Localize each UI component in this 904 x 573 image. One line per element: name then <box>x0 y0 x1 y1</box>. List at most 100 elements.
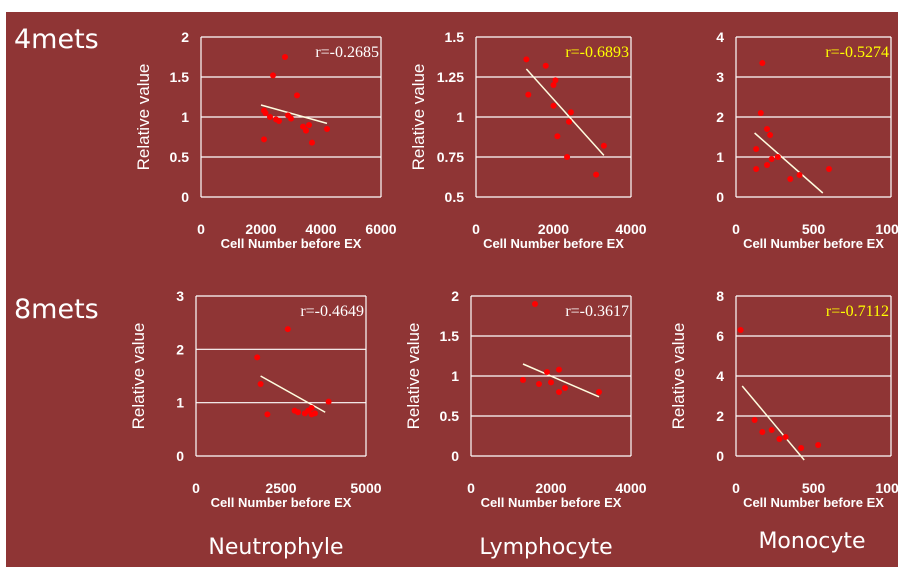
8mets-monocyte-xtick-label: 0 <box>732 480 740 496</box>
8mets-lymphocyte-data-point <box>562 385 568 391</box>
4mets-monocyte-data-point <box>774 154 781 160</box>
4mets-neutrophyle-data-point <box>324 126 330 132</box>
8mets-neutrophyle-ylabel: Relative value <box>129 323 148 430</box>
8mets-monocyte-data-point <box>782 434 789 440</box>
4mets-neutrophyle-xtick-label: 0 <box>197 221 205 237</box>
8mets-neutrophyle-ytick-label: 2 <box>176 341 184 357</box>
8mets-neutrophyle-xtick-label: 0 <box>192 480 200 496</box>
8mets-lymphocyte-ylabel: Relative value <box>404 323 423 430</box>
4mets-neutrophyle-data-point <box>262 110 269 116</box>
8mets-monocyte-trend-line <box>741 385 805 461</box>
4mets-monocyte-data-point <box>826 166 832 172</box>
4mets-lymphocyte-data-point <box>550 82 557 88</box>
8mets-monocyte-ylabel: Relative value <box>669 323 688 430</box>
4mets-lymphocyte-xtick-label: 0 <box>472 221 480 237</box>
4mets-monocyte-xlabel: Cell Number before EX <box>743 236 884 251</box>
8mets-neutrophyle-r-value: r=-0.4649 <box>300 303 364 320</box>
4mets-neutrophyle-ytick-label: 2 <box>181 29 189 45</box>
4mets-monocyte-xtick-label: 1000 <box>875 221 898 237</box>
4mets-neutrophyle-data-point <box>288 115 294 122</box>
4mets-monocyte-ytick-label: 2 <box>716 109 724 125</box>
4mets-monocyte-ytick-label: 4 <box>716 29 724 45</box>
4mets-lymphocyte-data-point <box>552 77 559 84</box>
8mets-neutrophyle-ytick-label: 0 <box>176 448 184 464</box>
4mets-neutrophyle-data-point <box>267 114 273 120</box>
4mets-monocyte-data-point <box>768 156 775 162</box>
4mets-lymphocyte-data-point <box>523 56 530 63</box>
4mets-neutrophyle-data-point <box>306 122 312 128</box>
4mets-lymphocyte-ytick-label: 1.25 <box>437 69 464 85</box>
8mets-neutrophyle-data-point <box>264 411 271 418</box>
4mets-lymphocyte-data-point <box>564 154 571 160</box>
8mets-neutrophyle-data-point <box>325 398 332 405</box>
4mets-lymphocyte-xtick-label: 4000 <box>615 221 646 237</box>
4mets-lymphocyte-data-point <box>593 171 600 178</box>
8mets-monocyte-xtick-label: 500 <box>802 480 826 496</box>
8mets-neutrophyle-xtick-label: 2500 <box>265 480 296 496</box>
8mets-monocyte-ytick-label: 4 <box>716 368 724 384</box>
4mets-lymphocyte-data-point <box>550 102 557 109</box>
8mets-lymphocyte-data-point <box>556 389 562 395</box>
4mets-neutrophyle-r-value: r=-0.2685 <box>315 44 379 61</box>
4mets-lymphocyte-ylabel: Relative value <box>409 64 428 171</box>
8mets-neutrophyle-xlabel: Cell Number before EX <box>211 495 352 510</box>
4mets-neutrophyle-xtick-label: 4000 <box>305 221 336 237</box>
4mets-monocyte-ytick-label: 0 <box>716 189 724 205</box>
4mets-monocyte-data-point <box>764 126 770 132</box>
8mets-lymphocyte-data-point <box>536 381 542 387</box>
8mets-monocyte-data-point <box>759 429 766 435</box>
4mets-monocyte-xtick-label: 0 <box>732 221 740 237</box>
8mets-lymphocyte-ytick-label: 0 <box>451 448 459 464</box>
8mets-neutrophyle-xtick-label: 5000 <box>350 480 381 496</box>
4mets-lymphocyte-xlabel: Cell Number before EX <box>483 236 624 251</box>
4mets-neutrophyle-data-point <box>294 92 300 99</box>
4mets-monocyte-r-value: r=-0.5274 <box>825 44 889 61</box>
8mets-monocyte-ytick-label: 6 <box>716 328 724 344</box>
8mets-lymphocyte-data-point <box>548 379 554 386</box>
4mets-neutrophyle-trend-line <box>260 104 328 125</box>
4mets-lymphocyte-data-point <box>525 91 532 98</box>
slide-background: 0 0.5 1 1.5 2 0 2000 4000 6000 Cell Number before… <box>6 12 898 567</box>
4mets-monocyte-data-point <box>787 176 794 182</box>
4mets-monocyte-data-point <box>757 110 764 116</box>
8mets-monocyte-xlabel: Cell Number before EX <box>743 495 884 510</box>
8mets-neutrophyle-data-point <box>308 405 315 411</box>
4mets-lymphocyte-data-point <box>554 133 561 140</box>
8mets-lymphocyte-ytick-label: 2 <box>451 288 459 304</box>
8mets-neutrophyle-data-point <box>257 381 264 387</box>
4mets-lymphocyte-r-value: r=-0.6893 <box>565 44 629 61</box>
8mets-lymphocyte-ytick-label: 1.5 <box>440 328 460 344</box>
4mets-neutrophyle-data-point <box>261 136 267 143</box>
4mets-neutrophyle-ytick-label: 1.5 <box>170 69 190 85</box>
8mets-monocyte-data-point <box>798 445 805 451</box>
col-label-neutrophyle: Neutrophyle <box>208 535 344 560</box>
8mets-lymphocyte-xtick-label: 2000 <box>535 480 566 496</box>
4mets-neutrophyle-xtick-label: 2000 <box>245 221 276 237</box>
8mets-monocyte-ytick-label: 2 <box>716 408 724 424</box>
4mets-lymphocyte-ytick-label: 1.5 <box>445 29 465 45</box>
8mets-monocyte-r-value: r=-0.7112 <box>826 303 889 320</box>
4mets-neutrophyle-ytick-label: 1 <box>181 109 189 125</box>
4mets-neutrophyle-data-point <box>303 127 309 134</box>
4mets-monocyte-ytick-label: 3 <box>716 69 724 85</box>
8mets-lymphocyte-data-point <box>556 366 562 373</box>
8mets-lymphocyte-r-value: r=-0.3617 <box>565 303 629 320</box>
8mets-monocyte-data-point <box>737 327 744 333</box>
4mets-monocyte-data-point <box>753 146 760 152</box>
8mets-monocyte-ytick-label: 0 <box>716 448 724 464</box>
8mets-monocyte-data-point <box>815 442 822 448</box>
4mets-monocyte-trend-line <box>754 132 824 194</box>
4mets-lymphocyte-trend-line <box>525 68 605 156</box>
8mets-lymphocyte-trend-line <box>522 363 600 398</box>
col-label-lymphocyte: Lymphocyte <box>479 535 613 560</box>
8mets-neutrophyle-data-point <box>284 326 291 333</box>
4mets-monocyte-data-point <box>759 60 766 66</box>
8mets-monocyte-xtick-label: 1000 <box>875 480 898 496</box>
4mets-lymphocyte-ytick-label: 0.5 <box>445 189 465 205</box>
4mets-neutrophyle-xlabel: Cell Number before EX <box>221 236 362 251</box>
4mets-neutrophyle-data-point <box>309 139 315 146</box>
4mets-neutrophyle-data-point <box>276 118 282 124</box>
4mets-neutrophyle-ytick-label: 0.5 <box>170 149 190 165</box>
row-label-8mets: 8mets <box>14 294 99 325</box>
8mets-neutrophyle-data-point <box>295 409 301 416</box>
